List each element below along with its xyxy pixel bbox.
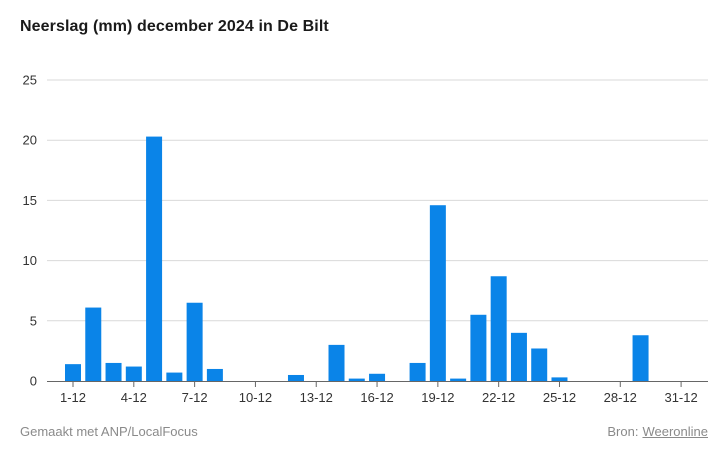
bar-7-12 — [186, 302, 203, 381]
bar-24-12 — [531, 348, 548, 381]
bar-19-12 — [429, 205, 446, 381]
x-axis-ticks — [72, 382, 682, 387]
x-tick-label: 10-12 — [239, 390, 272, 405]
bar-3-12 — [105, 362, 122, 381]
x-axis-labels: 1-12 4-12 7-12 10-12 13-12 16-12 19-12 22-12 25-… — [60, 390, 698, 405]
bar-2-12 — [85, 307, 102, 381]
x-tick-label: 25-12 — [543, 390, 576, 405]
x-tick-label: 13-12 — [300, 390, 333, 405]
bar-22-12 — [490, 276, 507, 381]
bar-20-12 — [450, 378, 467, 381]
y-axis-labels: 0 5 10 15 20 25 — [23, 73, 37, 389]
bar-21-12 — [470, 314, 487, 381]
source: Bron: Weeronline — [607, 424, 708, 439]
y-tick-label: 10 — [23, 253, 37, 268]
source-label: Bron: — [607, 424, 639, 439]
bar-1-12 — [65, 364, 81, 381]
bar-12-12 — [287, 374, 304, 381]
y-tick-label: 20 — [23, 133, 37, 148]
source-link[interactable]: Weeronline — [642, 424, 708, 439]
bar-14-12 — [328, 344, 345, 381]
bar-16-12 — [369, 373, 386, 381]
x-tick-label: 28-12 — [604, 390, 637, 405]
chart-title: Neerslag (mm) december 2024 in De Bilt — [20, 18, 329, 35]
y-tick-label: 0 — [30, 374, 37, 389]
bar-25-12 — [551, 377, 568, 381]
bar-15-12 — [348, 378, 365, 381]
x-tick-label: 4-12 — [121, 390, 147, 405]
x-tick-label: 19-12 — [421, 390, 454, 405]
bars — [65, 136, 649, 381]
x-tick-label: 16-12 — [360, 390, 393, 405]
y-tick-label: 5 — [30, 313, 37, 328]
bar-18-12 — [409, 362, 426, 381]
x-tick-label: 22-12 — [482, 390, 515, 405]
gridlines — [47, 79, 708, 322]
y-tick-label: 25 — [23, 73, 37, 88]
bar-4-12 — [125, 366, 142, 381]
bar-23-12 — [510, 332, 527, 381]
y-tick-label: 15 — [23, 193, 37, 208]
credit-text: Gemaakt met ANP/LocalFocus — [20, 424, 198, 439]
x-tick-label: 31-12 — [664, 390, 697, 405]
bar-29-12 — [632, 335, 649, 381]
bar-8-12 — [206, 368, 223, 381]
x-tick-label: 1-12 — [60, 390, 86, 405]
bar-5-12 — [146, 136, 163, 381]
bar-6-12 — [166, 372, 183, 381]
x-tick-label: 7-12 — [182, 390, 208, 405]
